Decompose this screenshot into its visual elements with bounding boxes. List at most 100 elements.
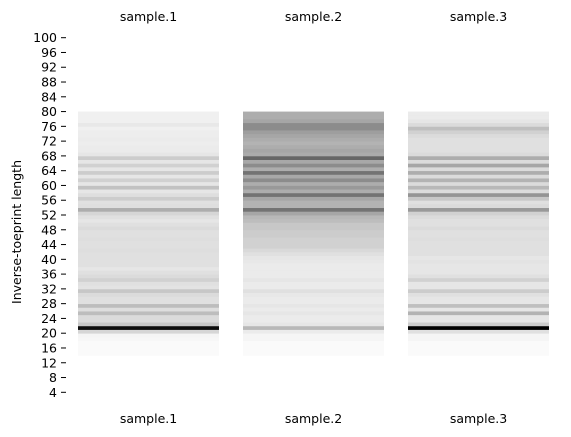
- heatmap-cell: [78, 299, 219, 305]
- heatmap-cell: [408, 174, 549, 179]
- heatmap-cell: [408, 318, 549, 323]
- heatmap-cell: [78, 311, 219, 316]
- heatmap-cell: [243, 203, 384, 209]
- heatmap-cell: [78, 222, 219, 227]
- heatmap-cell: [78, 303, 219, 308]
- heatmap-cell: [243, 215, 384, 220]
- sample-title-top: sample.1: [120, 9, 177, 24]
- heatmap-cell: [78, 215, 219, 220]
- heatmap-cell: [243, 222, 384, 227]
- heatmap-cell: [78, 318, 219, 323]
- y-tick-label: 44: [41, 237, 57, 252]
- heatmap-cell: [408, 240, 549, 245]
- heatmap-cell: [243, 178, 384, 183]
- heatmap-cell: [243, 333, 384, 338]
- heatmap-cell: [78, 137, 219, 142]
- heatmap-cell: [78, 111, 219, 116]
- heatmap-cell: [243, 340, 384, 345]
- y-tick-label: 24: [41, 311, 57, 326]
- heatmap-cell: [408, 211, 549, 216]
- heatmap-cell: [78, 244, 219, 249]
- heatmap-cell: [78, 207, 219, 212]
- heatmap-cell: [408, 274, 549, 279]
- heatmap-cell: [78, 126, 219, 131]
- heatmap-cell: [78, 325, 219, 330]
- heatmap-cell: [243, 237, 384, 242]
- heatmap-cell: [408, 122, 549, 127]
- heatmap-cell: [78, 218, 219, 223]
- heatmap-cell: [408, 248, 549, 253]
- heatmap-cell: [78, 277, 219, 282]
- heatmap-cell: [408, 277, 549, 282]
- heatmap-cell: [78, 170, 219, 175]
- heatmap-cell: [243, 122, 384, 127]
- y-tick-label: 36: [41, 267, 57, 282]
- heatmap-cell: [243, 229, 384, 234]
- heatmap-cell: [78, 344, 219, 349]
- heatmap-cell: [78, 340, 219, 345]
- heatmap-cell: [78, 181, 219, 186]
- heatmap-cell: [78, 166, 219, 172]
- heatmap-cell: [243, 351, 384, 356]
- heatmap-cell: [243, 196, 384, 201]
- y-tick-label: 64: [41, 163, 57, 178]
- heatmap-cell: [243, 211, 384, 216]
- heatmap-cell: [243, 240, 384, 245]
- heatmap-cell: [78, 152, 219, 157]
- heatmap-cell: [243, 311, 384, 316]
- sample-panel: sample.2 sample.2: [243, 9, 384, 426]
- heatmap-cell: [408, 166, 549, 172]
- y-axis: 4812162024283236404448525660646872768084…: [33, 30, 66, 400]
- heatmap-cell: [243, 314, 384, 319]
- heatmap-cell: [243, 130, 384, 135]
- heatmap-cell: [243, 270, 384, 275]
- heatmap-cell: [408, 133, 549, 138]
- heatmap-cell: [78, 203, 219, 209]
- heatmap-cell: [408, 130, 549, 135]
- heatmap-cell: [243, 166, 384, 172]
- sample-panels: sample.1 sample.1 sample.2 sample.2 sample.3…: [78, 9, 549, 426]
- heatmap-cell: [78, 281, 219, 286]
- heatmap-cell: [78, 163, 219, 168]
- heatmap-cell: [78, 155, 219, 160]
- heatmap-cell: [408, 159, 549, 164]
- heatmap-cell: [78, 307, 219, 312]
- y-tick-label: 8: [49, 370, 57, 385]
- heatmap-cell: [408, 333, 549, 338]
- heatmap-cell: [408, 207, 549, 212]
- heatmap-cell: [243, 218, 384, 223]
- heatmap-cell: [408, 196, 549, 201]
- heatmap-cell: [408, 266, 549, 271]
- heatmap-cell: [78, 200, 219, 205]
- heatmap-cell: [408, 255, 549, 260]
- heatmap-cell: [408, 292, 549, 297]
- y-tick-label: 88: [41, 75, 57, 90]
- heatmap-cell: [243, 255, 384, 260]
- heatmap-cell: [78, 322, 219, 327]
- heatmap-cell: [243, 329, 384, 334]
- heatmap-cell: [243, 155, 384, 160]
- heatmap-cell: [78, 233, 219, 238]
- y-tick-label: 76: [41, 119, 57, 134]
- y-tick-label: 20: [41, 326, 57, 341]
- heatmap-cell: [243, 266, 384, 271]
- heatmap-cell: [243, 189, 384, 194]
- heatmap-cell: [78, 237, 219, 242]
- heatmap-cell: [78, 336, 219, 341]
- heatmap-cell: [408, 336, 549, 341]
- heatmap-cell: [243, 303, 384, 308]
- y-tick-label: 80: [41, 104, 57, 119]
- heatmap-cell: [78, 122, 219, 127]
- heatmap-cell: [408, 329, 549, 334]
- heatmap-cell: [78, 292, 219, 297]
- heatmap-cell: [78, 255, 219, 260]
- heatmap-cell: [78, 333, 219, 338]
- heatmap-cell: [408, 163, 549, 168]
- heatmap-cell: [243, 185, 384, 190]
- heatmap-cell: [78, 130, 219, 135]
- y-tick-label: 72: [41, 134, 57, 149]
- heatmap-cell: [408, 152, 549, 157]
- heatmap-cell: [408, 281, 549, 286]
- heatmap-cell: [78, 174, 219, 179]
- heatmap-cell: [243, 226, 384, 231]
